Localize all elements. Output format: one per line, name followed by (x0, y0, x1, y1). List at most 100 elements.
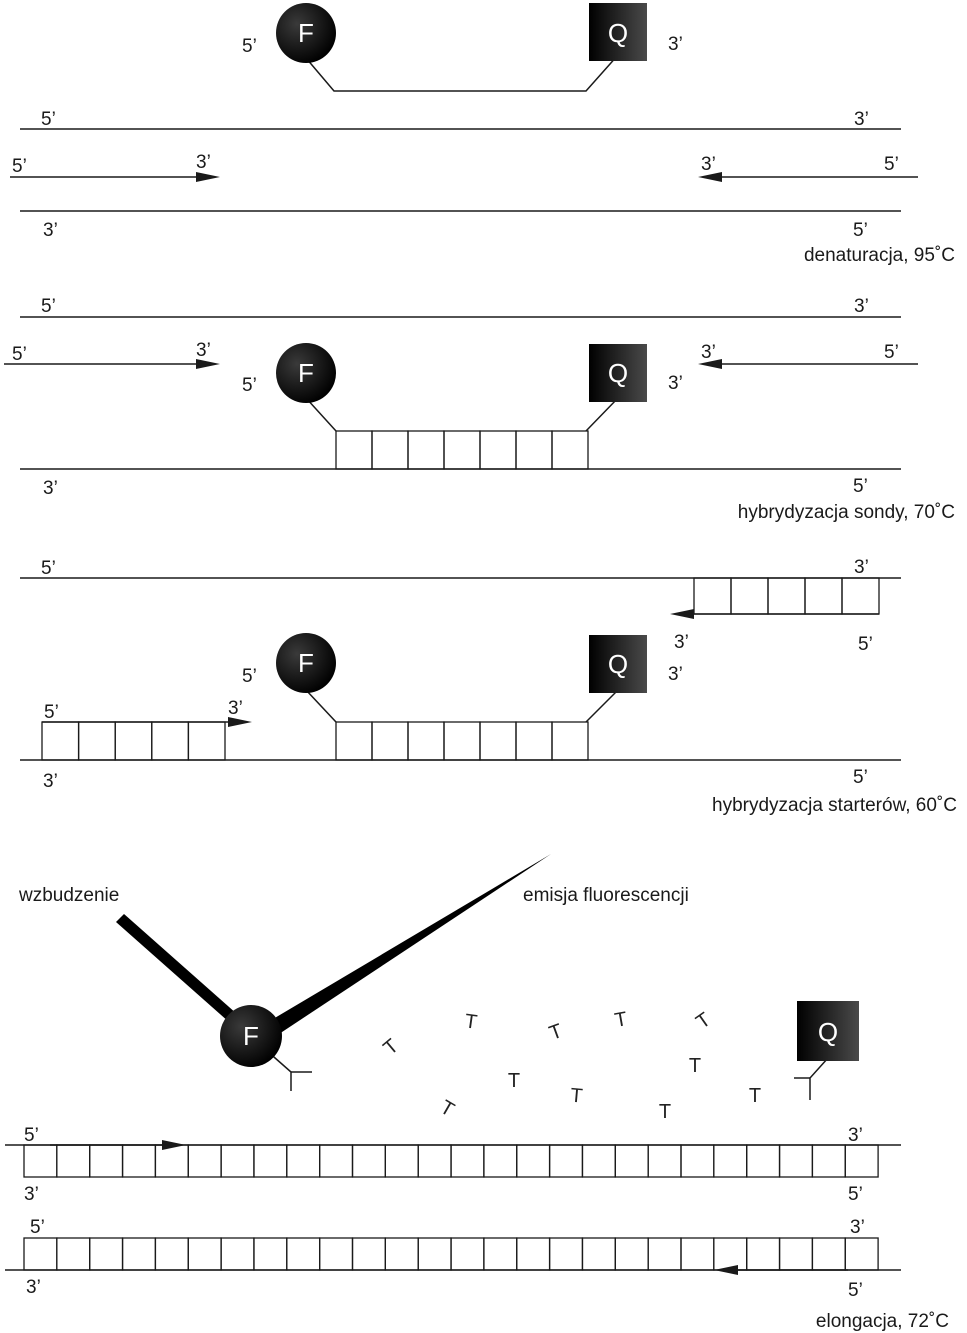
end-label-5prime: 5’ (41, 109, 56, 130)
arrow-right-icon (196, 172, 220, 182)
base-pair-box (89, 1144, 124, 1178)
nucleotide-fragment: T (546, 1020, 565, 1045)
base-pair-box (253, 1237, 288, 1271)
end-label-3prime: 3’ (43, 771, 58, 792)
end-label-5prime: 5’ (858, 634, 873, 655)
base-pair-box (483, 1144, 518, 1178)
base-pair-box (371, 430, 409, 470)
end-label-3prime: 3’ (26, 1277, 41, 1298)
base-pair-box (114, 721, 153, 761)
base-pair-box (746, 1237, 781, 1271)
base-pair-box (417, 1144, 452, 1178)
end-label-5prime: 5’ (848, 1280, 863, 1301)
probe-linker (585, 397, 619, 432)
base-pair-box (351, 1237, 386, 1271)
end-label-3prime: 3’ (850, 1217, 865, 1238)
end-label-3prime: 3’ (854, 557, 869, 578)
end-label-3prime: 3’ (701, 154, 716, 175)
base-pair-box (778, 1144, 814, 1178)
arrow-left-icon (698, 172, 722, 182)
end-label-5prime: 5’ (24, 1125, 39, 1146)
end-label-5prime: 5’ (853, 767, 868, 788)
released-nucleotides: T T T T T T T T T T T (379, 1008, 761, 1123)
base-pair-box (351, 1144, 386, 1178)
quencher-label: Q (608, 18, 628, 48)
base-pair-box (804, 577, 843, 615)
base-pair-box (286, 1144, 321, 1178)
end-label-3prime: 3’ (854, 109, 869, 130)
base-pair-box (443, 430, 481, 470)
end-label-3prime: 3’ (668, 373, 683, 394)
excitation-label: wzbudzenie (18, 885, 119, 906)
end-label-3prime: 3’ (668, 34, 683, 55)
base-pair-box (220, 1144, 255, 1178)
base-pair-box (335, 721, 373, 761)
base-pair-box (548, 1144, 584, 1178)
extended-strand-bases (23, 1144, 879, 1178)
stage-denaturation: F Q 5’ 3’ 5’ 3’ 5’ 3’ 3’ 5’ 3’ 5’ denatu… (10, 3, 955, 266)
nucleotide-fragment: T (689, 1055, 701, 1077)
nucleotide-fragment: T (692, 1009, 715, 1034)
quencher-icon (589, 3, 647, 61)
nucleotide-fragment: T (508, 1070, 520, 1092)
extended-strand-bases (23, 1237, 879, 1271)
nucleotide-fragment: T (613, 1008, 629, 1032)
fluorophore-icon (276, 343, 336, 403)
base-pair-box (23, 1237, 58, 1271)
quencher-label: Q (608, 358, 628, 388)
emission-beam-icon (268, 854, 551, 1036)
base-pair-box (515, 430, 553, 470)
base-pair-box (614, 1237, 649, 1271)
base-pair-box (680, 1237, 715, 1271)
quencher-label: Q (818, 1017, 838, 1047)
stage-caption: hybrydyzacja starterów, 60˚C (712, 795, 957, 816)
base-pair-box (693, 577, 732, 615)
base-pair-box (121, 1144, 157, 1178)
base-pair-box (121, 1237, 157, 1271)
probe-linker (305, 689, 337, 723)
base-pair-box (154, 1237, 189, 1271)
end-label-3prime: 3’ (196, 340, 211, 361)
base-pair-box (614, 1144, 649, 1178)
arrow-left-icon (714, 1265, 738, 1275)
stage-elongation: wzbudzenie emisja fluorescencji F Q T T … (5, 854, 949, 1332)
fluorophore-label: F (298, 18, 314, 48)
base-pair-box (778, 1237, 814, 1271)
fluorophore-icon (220, 1005, 282, 1067)
base-pair-box (187, 721, 226, 761)
stage-caption: denaturacja, 95˚C (804, 245, 955, 266)
base-pair-box (443, 721, 481, 761)
end-label-5prime: 5’ (884, 342, 899, 363)
stage-caption: elongacja, 72˚C (816, 1311, 949, 1332)
end-label-5prime: 5’ (44, 702, 59, 723)
fluorophore-label: F (298, 648, 314, 678)
emission-label: emisja fluorescencji (523, 885, 689, 906)
base-pair-box (89, 1237, 124, 1271)
base-pair-box (187, 1144, 222, 1178)
probe-hybridized-bases (335, 721, 589, 761)
end-label-5prime: 5’ (242, 375, 257, 396)
base-pair-box (581, 1237, 616, 1271)
end-label-5prime: 5’ (242, 36, 257, 57)
nucleotide-fragment: T (436, 1096, 458, 1121)
base-pair-box (384, 1144, 419, 1178)
base-pair-box (23, 1144, 58, 1178)
end-label-3prime: 3’ (701, 342, 716, 363)
end-label-5prime: 5’ (41, 296, 56, 317)
end-label-3prime: 3’ (228, 698, 243, 719)
base-pair-box (551, 721, 589, 761)
base-pair-box (450, 1144, 485, 1178)
base-pair-box (286, 1237, 321, 1271)
base-pair-box (551, 430, 589, 470)
base-pair-box (479, 430, 517, 470)
base-pair-box (220, 1237, 255, 1271)
base-pair-box (56, 1237, 91, 1271)
base-pair-box (407, 430, 445, 470)
end-label-3prime: 3’ (24, 1184, 39, 1205)
base-pair-box (647, 1237, 682, 1271)
base-pair-box (479, 721, 517, 761)
arrow-left-icon (670, 609, 694, 619)
stage-primer-annealing: 5’ 3’ 3’ 5’ F Q 5’ 3’ 5’ 3’ 3’ 5’ hybryd… (20, 557, 957, 816)
reverse-primer-bases (693, 577, 880, 615)
end-label-3prime: 3’ (674, 632, 689, 653)
